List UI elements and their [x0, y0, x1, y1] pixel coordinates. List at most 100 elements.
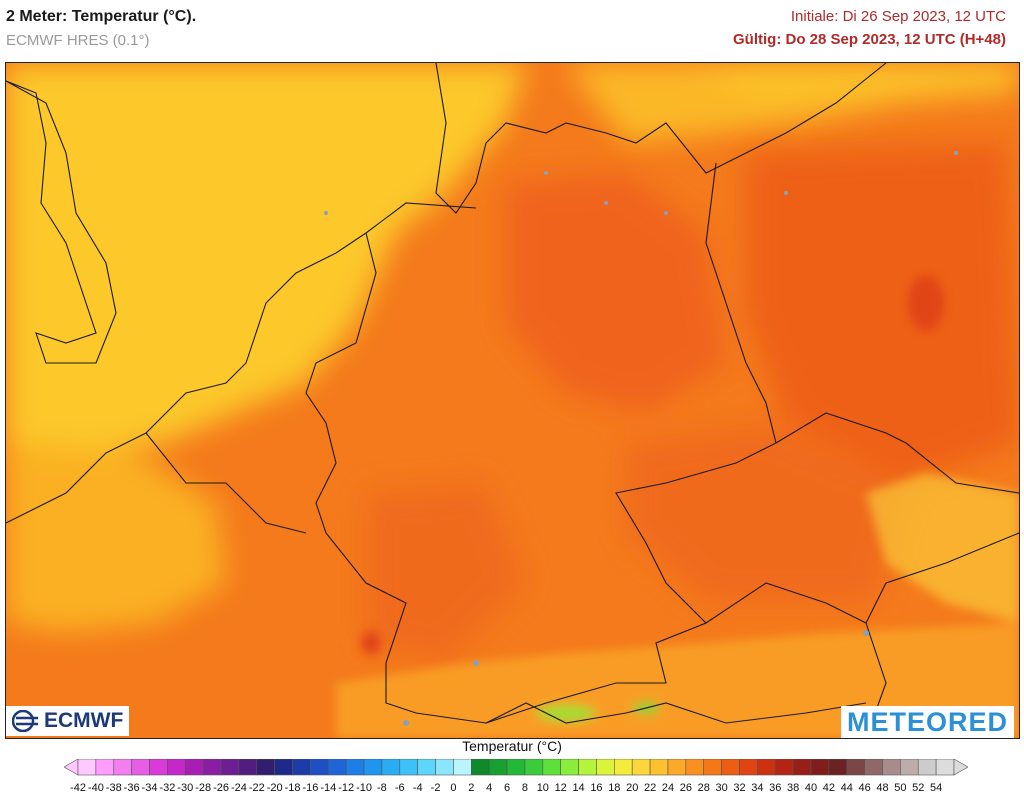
colorbar — [64, 759, 968, 776]
colorbar-tick-label: -8 — [377, 782, 387, 794]
colorbar-swatch — [542, 759, 561, 776]
model-label: ECMWF HRES (0.1°) — [6, 32, 150, 49]
header-right: Initiale: Di 26 Sep 2023, 12 UTC Gültig:… — [733, 8, 1006, 48]
colorbar-swatch — [399, 759, 418, 776]
colorbar-tick-label: -18 — [284, 782, 301, 794]
colorbar-swatch — [363, 759, 383, 776]
colorbar-tick-label: 52 — [912, 782, 925, 794]
colorbar-swatch — [220, 759, 240, 776]
colorbar-tick-label: 28 — [697, 782, 710, 794]
cool-zone — [6, 63, 1019, 633]
colorbar-swatch — [238, 759, 258, 776]
colorbar-ticks: -42 -40 -38 -36 -34 -32 -30 -28 -26 -24 -22 -20 -18-… — [0, 782, 1024, 796]
colorbar-swatch — [149, 759, 168, 776]
temperature-map[interactable] — [5, 62, 1020, 739]
colorbar-tick-label: 38 — [786, 782, 800, 794]
colorbar-swatch — [292, 759, 311, 776]
borders — [6, 63, 1019, 738]
lakes — [324, 151, 958, 726]
colorbar-swatch — [739, 759, 758, 776]
colorbar-tick-label: 12 — [554, 782, 567, 794]
colorbar-swatch — [703, 759, 722, 776]
colorbar-swatch — [882, 759, 901, 776]
colorbar-tick-label: -24 — [230, 782, 247, 794]
map-canvas — [6, 63, 1019, 738]
colorbar-tick-label: -22 — [248, 782, 265, 794]
colorbar-tick-label: 44 — [840, 782, 853, 794]
colorbar-tick-label: -28 — [195, 782, 212, 794]
colorbar-swatch — [310, 759, 329, 776]
colorbar-tick-label: 24 — [661, 782, 675, 794]
colorbar-swatch — [578, 759, 597, 776]
colorbar-tick-label: -6 — [394, 782, 405, 794]
colorbar-swatch — [113, 759, 132, 776]
meteored-logo: METEORED — [840, 706, 1014, 738]
colorbar-swatch — [828, 759, 848, 776]
colorbar-tick-label: 20 — [626, 782, 639, 794]
colorbar-swatch — [631, 759, 651, 776]
colorbar-swatch — [900, 759, 919, 776]
colorbar-tick-label: 34 — [751, 782, 764, 794]
initial-time: Initiale: Di 26 Sep 2023, 12 UTC — [790, 8, 1006, 25]
colorbar-tick-label: 30 — [715, 782, 728, 794]
colorbar-tick-label: 32 — [733, 782, 746, 794]
ecmwf-mark-icon — [12, 710, 38, 732]
colorbar-tick-label: -36 — [123, 782, 140, 794]
colorbar-tick-label: 16 — [590, 782, 603, 794]
header-left: 2 Meter: Temperatur (°C). ECMWF HRES (0.… — [6, 8, 196, 49]
colorbar-swatch — [774, 759, 794, 776]
colorbar-swatch — [614, 759, 633, 776]
valid-time: Gültig: Do 28 Sep 2023, 12 UTC (H+48) — [733, 31, 1006, 48]
colorbar-swatch — [757, 759, 776, 776]
colorbar-tick-label: 46 — [858, 782, 871, 794]
hot-spots — [361, 275, 944, 655]
colorbar-tick-label: -32 — [159, 782, 176, 794]
colorbar-swatch — [792, 759, 812, 776]
colorbar-tick-label: -4 — [412, 782, 423, 794]
colorbar-swatch — [560, 759, 579, 776]
colorbar-tick-label: 0 — [450, 782, 457, 794]
colorbar-swatch — [506, 759, 526, 776]
colorbar-swatch — [721, 759, 740, 776]
colorbar-tick-label: 4 — [486, 782, 493, 794]
colorbar-tick-label: -38 — [105, 782, 122, 794]
colorbar-swatch — [274, 759, 293, 776]
colorbar-tick-label: -40 — [87, 782, 104, 794]
colorbar-tick-label: 50 — [894, 782, 907, 794]
colorbar-swatch — [935, 759, 955, 776]
colorbar-max-arrow — [953, 759, 968, 776]
colorbar-swatch — [685, 759, 705, 776]
colorbar-tick-label: 14 — [572, 782, 585, 794]
colorbar-swatch — [453, 759, 472, 776]
map-title: 2 Meter: Temperatur (°C). — [6, 8, 197, 25]
colorbar-tick-label: -34 — [141, 782, 158, 794]
colorbar-tick-label: 40 — [804, 782, 818, 794]
colorbar-tick-label: -10 — [356, 782, 372, 794]
colorbar-swatch — [381, 759, 401, 776]
colorbar-swatch — [202, 759, 222, 776]
colorbar-tick-label: -14 — [320, 782, 337, 794]
colorbar-tick-label: 8 — [521, 782, 528, 794]
colorbar-swatch — [488, 759, 508, 776]
colorbar-tick-label: 26 — [679, 782, 692, 794]
colorbar-swatch — [131, 759, 150, 776]
meteored-logo-text: METEORED — [846, 706, 1008, 737]
colorbar-swatch — [524, 759, 544, 776]
colorbar-tick-label: 6 — [503, 782, 511, 794]
colorbar-tick-label: 36 — [769, 782, 782, 794]
colorbar-tick-label: 10 — [536, 782, 549, 794]
colorbar-swatch — [435, 759, 454, 776]
colorbar-tick-label: -26 — [213, 782, 229, 794]
colorbar-swatch — [345, 759, 365, 776]
colorbar-tick-label: 48 — [876, 782, 889, 794]
colorbar-swatch — [327, 759, 347, 776]
colorbar-tick-label: 42 — [822, 782, 835, 794]
colorbar-swatch — [864, 759, 883, 776]
colorbar-swatch — [846, 759, 865, 776]
colorbar-swatch — [77, 759, 97, 776]
colorbar-tick-label: 54 — [929, 782, 943, 794]
colorbar-swatch — [810, 759, 830, 776]
colorbar-swatch — [649, 759, 669, 776]
colorbar-swatch — [95, 759, 115, 776]
colorbar-swatch — [417, 759, 436, 776]
